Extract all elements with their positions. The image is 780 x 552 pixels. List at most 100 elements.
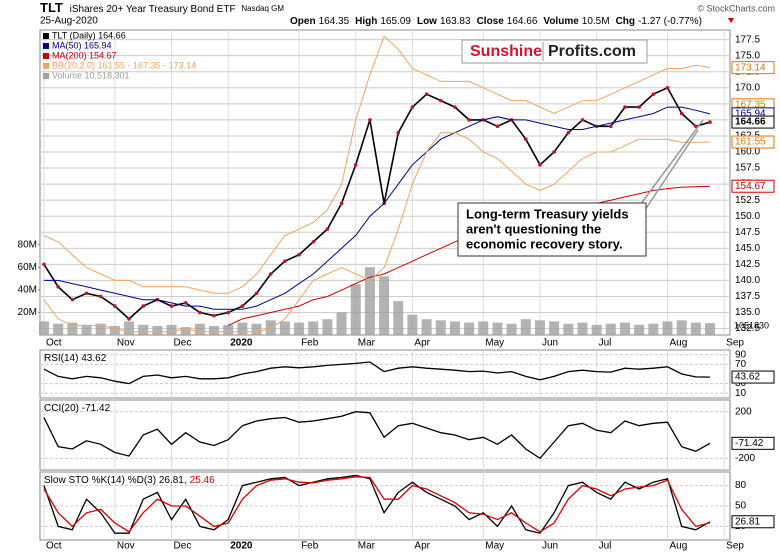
- y-tick-label: 157.5: [735, 163, 760, 174]
- price-point: [311, 240, 316, 244]
- series-line: [43, 35, 711, 294]
- price-point: [665, 85, 670, 90]
- legend-swatch: [43, 43, 49, 49]
- price-point: [254, 291, 259, 296]
- volume-bar: [577, 322, 588, 335]
- quote-label: Close: [477, 16, 505, 27]
- y-tick-label: 142.5: [735, 259, 760, 270]
- y-tick-label: 145.0: [735, 243, 760, 254]
- quote-label: Low: [417, 16, 437, 27]
- volume-bar: [407, 314, 418, 335]
- volume-bar: [308, 321, 319, 335]
- legend-swatch: [43, 33, 49, 39]
- volume-bar: [435, 320, 446, 335]
- price-point: [353, 163, 358, 167]
- volume-bar: [336, 312, 347, 335]
- annotation-line: Long-term Treasury yields: [466, 206, 629, 221]
- value-tag: [731, 115, 775, 129]
- price-point: [56, 285, 60, 289]
- price-point: [566, 130, 571, 135]
- volume-bar: [109, 325, 120, 335]
- x-tick-label: May: [485, 338, 504, 349]
- price-point: [98, 294, 103, 299]
- x-tick-label: Jun: [542, 541, 558, 552]
- value-tag-label: 154.67: [735, 181, 766, 192]
- price-point: [453, 105, 457, 109]
- price-point: [198, 310, 202, 315]
- volume-bar: [379, 276, 390, 335]
- price-point: [424, 92, 429, 97]
- value-tag: [731, 179, 775, 193]
- volume-bar: [166, 324, 177, 335]
- x-tick-label: Apr: [414, 338, 430, 349]
- quote-line: Open 164.35 High 165.09 Low 163.83 Close 164.66…: [290, 16, 702, 27]
- quote-value: 164.66: [507, 16, 538, 27]
- x-tick-label: Mar: [358, 338, 376, 349]
- y-tick-label: 80: [735, 480, 747, 491]
- volume-bar: [95, 323, 106, 335]
- quote-label: Open: [290, 16, 316, 27]
- price-point: [609, 124, 613, 129]
- value-tag-label: -71.42: [735, 438, 764, 449]
- price-point: [297, 252, 301, 257]
- legend-swatch: [43, 63, 49, 69]
- value-tag-label: 167.35: [735, 99, 766, 110]
- y2-tick-label: 80M: [18, 239, 37, 250]
- x-tick-label: Apr: [414, 541, 430, 552]
- price-point: [495, 124, 500, 129]
- volume-bar: [676, 320, 687, 335]
- legend-label: MA(50) 165.94: [52, 40, 112, 50]
- y-tick-label: 135.0: [735, 307, 760, 318]
- x-tick-label: Dec: [174, 338, 192, 349]
- volume-bar: [563, 323, 574, 335]
- volume-bar: [138, 324, 149, 335]
- price-point: [368, 118, 372, 122]
- value-tag: [731, 436, 775, 450]
- legend-label: BB(20,2.0) 161.55 - 167.35 - 173.14: [52, 60, 196, 70]
- panel-frame: [39, 349, 731, 399]
- x-tick-label: Nov: [117, 541, 135, 552]
- x-tick-label: Jul: [599, 541, 612, 552]
- panel-title-d: 25.46: [190, 475, 215, 486]
- price-point: [226, 310, 231, 315]
- x-tick-label: 2020: [230, 338, 253, 349]
- volume-bar: [492, 322, 503, 335]
- symbol: TLT: [40, 0, 63, 15]
- volume-bar: [67, 322, 78, 335]
- value-tag-label: 173.14: [735, 62, 766, 73]
- exchange: Nasdaq GM: [241, 4, 284, 13]
- x-tick-label: Jun: [542, 338, 558, 349]
- value-tag-label: 164.66: [735, 117, 766, 128]
- series-line: [43, 86, 711, 320]
- x-tick-label: Oct: [46, 338, 62, 349]
- y-tick-label: 170.0: [735, 82, 760, 93]
- value-tag-label: 165.94: [735, 108, 766, 119]
- series-line: [43, 476, 711, 533]
- price-point: [679, 111, 684, 116]
- volume-bar: [619, 322, 630, 335]
- y-tick-label: 140.0: [735, 275, 760, 286]
- volume-bar: [279, 321, 290, 335]
- quote-value: 163.83: [440, 16, 471, 27]
- value-tag: [731, 515, 775, 529]
- panel-title-text: RSI(14) 43.62: [44, 353, 107, 364]
- series-line: [43, 361, 711, 385]
- price-point: [212, 313, 216, 318]
- volume-bar: [506, 323, 517, 335]
- x-tick-label: May: [485, 541, 504, 552]
- series-line: [44, 106, 711, 310]
- panel-title: RSI(14) 43.62: [44, 353, 107, 364]
- price-point: [708, 120, 712, 124]
- volume-bar: [662, 321, 673, 335]
- legend-label: Volume 10,518,301: [52, 70, 130, 80]
- value-tag-label: 161.55: [735, 137, 766, 148]
- quote-value: -1.27 (-0.77%): [638, 16, 702, 27]
- price-point: [283, 259, 287, 263]
- price-point: [240, 304, 245, 308]
- panel-title: Slow STO %K(14) %D(3) 26.81, 25.46: [44, 475, 215, 486]
- quote-value: 165.09: [380, 16, 411, 27]
- price-point: [84, 291, 89, 296]
- y-tick-label: 177.5: [735, 34, 760, 45]
- y-tick-label: 150.0: [735, 211, 760, 222]
